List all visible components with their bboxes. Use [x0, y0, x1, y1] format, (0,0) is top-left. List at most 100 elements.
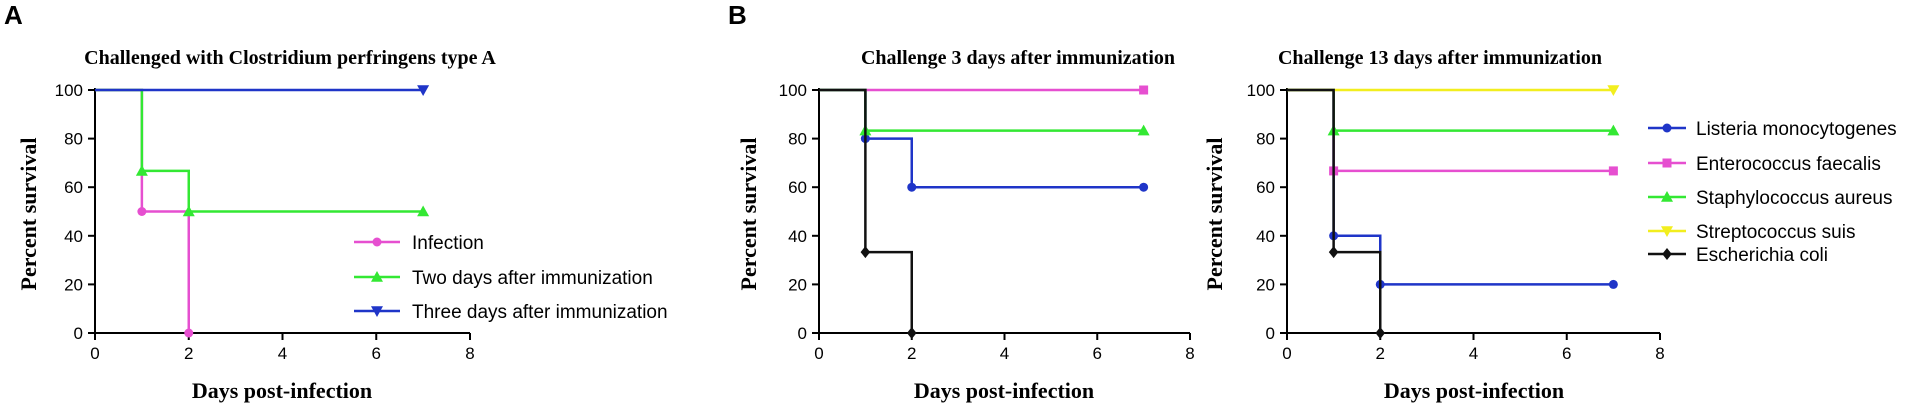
legend-marker: [1662, 158, 1672, 168]
legend-marker: [1661, 191, 1673, 202]
y-axis-title: Percent survival: [736, 138, 761, 291]
x-axis-title: Days post-infection: [192, 378, 372, 403]
panel-letter-a: A: [4, 0, 23, 30]
legend-marker-shape: [371, 271, 383, 282]
y-tick-label: 20: [64, 275, 83, 294]
data-point: [907, 182, 917, 192]
y-tick-label: 100: [1247, 81, 1275, 100]
chart-clostridium: Challenged with Clostridium perfringens …: [16, 47, 668, 403]
series-line: [1287, 88, 1614, 132]
x-tick-label: 4: [1469, 344, 1478, 363]
y-tick-label: 60: [788, 178, 807, 197]
data-point: [182, 205, 195, 217]
y-tick-label: 0: [798, 324, 807, 343]
x-tick-label: 6: [1562, 344, 1571, 363]
series-line: [95, 88, 424, 213]
legend-item: Staphylococcus aureus: [1648, 188, 1892, 209]
y-tick-label: 80: [1256, 130, 1275, 149]
legend-item: Listeria monocytogenes: [1648, 119, 1897, 140]
y-tick-label: 80: [64, 130, 83, 149]
x-tick-label: 0: [90, 344, 99, 363]
x-axis-title: Days post-infection: [914, 378, 1094, 403]
legend-marker-shape: [1662, 158, 1672, 168]
x-tick-label: 8: [1185, 344, 1194, 363]
y-axis-title: Percent survival: [1202, 138, 1227, 291]
legend-marker: [1662, 248, 1672, 260]
legend-label: Three days after immunization: [412, 302, 668, 323]
y-tick-label: 100: [779, 81, 807, 100]
x-tick-label: 4: [1000, 344, 1009, 363]
legend: Listeria monocytogenes Enterococcus faec…: [1648, 119, 1897, 266]
legend-label: Staphylococcus aureus: [1696, 188, 1892, 209]
legend: Infection Two days after immunization Th…: [354, 233, 668, 323]
legend-marker: [1661, 226, 1673, 237]
data-point: [417, 85, 430, 96]
x-tick-label: 8: [1655, 344, 1664, 363]
y-tick-label: 40: [1256, 227, 1275, 246]
legend-marker-shape: [371, 306, 383, 317]
legend-marker-shape: [372, 237, 382, 247]
data-point: [135, 164, 148, 176]
legend-marker: [1662, 123, 1672, 133]
legend-item: Infection: [354, 233, 484, 254]
series-line: [1287, 88, 1614, 286]
x-tick-label: 2: [1376, 344, 1385, 363]
panel-letter-b: B: [728, 0, 747, 30]
legend-label: Listeria monocytogenes: [1696, 119, 1897, 140]
legend-label: Escherichia coli: [1696, 245, 1828, 266]
x-tick-label: 6: [1093, 344, 1102, 363]
y-tick-label: 0: [1266, 324, 1275, 343]
x-axis-title: Days post-infection: [1384, 378, 1564, 403]
chart-challenge-13-days: Challenge 13 days after immunization Day…: [1202, 47, 1897, 403]
data-point: [1328, 246, 1339, 259]
data-point: [1608, 166, 1618, 176]
data-point: [1607, 124, 1620, 136]
y-tick-label: 60: [64, 178, 83, 197]
x-tick-label: 2: [907, 344, 916, 363]
x-tick-label: 8: [465, 344, 474, 363]
y-tick-label: 100: [55, 81, 83, 100]
x-tick-label: 0: [814, 344, 823, 363]
x-tick-label: 0: [1282, 344, 1291, 363]
legend-marker-shape: [1661, 191, 1673, 202]
legend-label: Enterococcus faecalis: [1696, 154, 1881, 175]
y-axis-title: Percent survival: [16, 138, 41, 291]
data-point: [1139, 182, 1149, 192]
chart-title: Challenge 3 days after immunization: [861, 47, 1175, 69]
chart-challenge-3-days: Challenge 3 days after immunization Days…: [736, 47, 1195, 403]
x-tick-label: 2: [184, 344, 193, 363]
legend-label: Streptococcus suis: [1696, 222, 1855, 243]
data-point: [1607, 85, 1620, 96]
legend-label: Two days after immunization: [412, 268, 653, 289]
data-point: [1139, 85, 1149, 95]
legend-marker-shape: [1662, 248, 1672, 260]
legend-item: Two days after immunization: [354, 268, 653, 289]
legend-marker-shape: [1662, 123, 1672, 133]
legend-marker: [371, 306, 383, 317]
data-point: [906, 327, 917, 339]
data-point: [1608, 279, 1618, 289]
legend-label: Infection: [412, 233, 484, 254]
legend-item: Escherichia coli: [1648, 245, 1828, 266]
data-point: [417, 205, 430, 217]
legend-marker: [372, 237, 382, 247]
data-point: [1137, 124, 1150, 136]
legend-item: Three days after immunization: [354, 302, 668, 323]
data-point: [184, 328, 194, 338]
x-tick-label: 4: [278, 344, 287, 363]
legend-marker: [371, 271, 383, 282]
y-tick-label: 20: [788, 275, 807, 294]
data-point: [860, 246, 871, 259]
data-point: [137, 207, 147, 216]
y-tick-label: 40: [64, 227, 83, 246]
y-tick-label: 80: [788, 130, 807, 149]
x-tick-label: 6: [372, 344, 381, 363]
series-line: [819, 88, 1144, 132]
data-point: [1375, 327, 1386, 339]
y-tick-label: 60: [1256, 178, 1275, 197]
legend-item: Streptococcus suis: [1648, 222, 1855, 243]
